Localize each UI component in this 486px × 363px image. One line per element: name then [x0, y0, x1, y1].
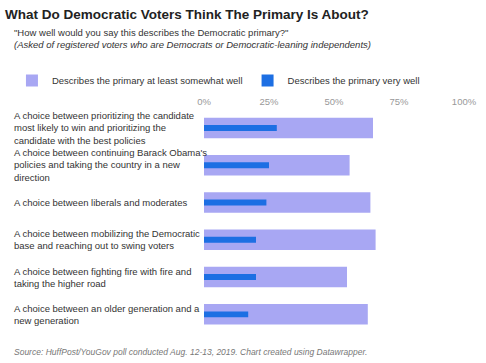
svg-text:50%: 50% [324, 96, 344, 107]
svg-text:A choice between prioritizing: A choice between prioritizing the candid… [14, 110, 194, 146]
svg-text:75%: 75% [389, 96, 409, 107]
svg-text:Source: HuffPost/YouGov poll c: Source: HuffPost/YouGov poll conducted A… [14, 347, 367, 357]
svg-text:A choice between liberals and: A choice between liberals and moderates [14, 197, 187, 208]
svg-text:A choice between an older gene: A choice between an older generation and… [14, 303, 200, 326]
svg-text:What Do Democratic Voters Thin: What Do Democratic Voters Think The Prim… [5, 7, 369, 22]
svg-text:A choice between fighting fire: A choice between fighting fire with fire… [14, 266, 191, 289]
svg-text:"How well would you say this d: "How well would you say this describes t… [14, 27, 371, 50]
svg-text:Describes the primary very wel: Describes the primary very well [288, 75, 420, 86]
svg-text:A choice between continuing Ba: A choice between continuing Barack Obama… [14, 147, 207, 183]
svg-text:25%: 25% [259, 96, 279, 107]
svg-text:A choice between mobilizing th: A choice between mobilizing the Democrat… [14, 228, 200, 251]
svg-text:0%: 0% [197, 96, 211, 107]
svg-text:100%: 100% [452, 96, 477, 107]
svg-text:Describes the primary at least: Describes the primary at least somewhat … [52, 75, 243, 86]
